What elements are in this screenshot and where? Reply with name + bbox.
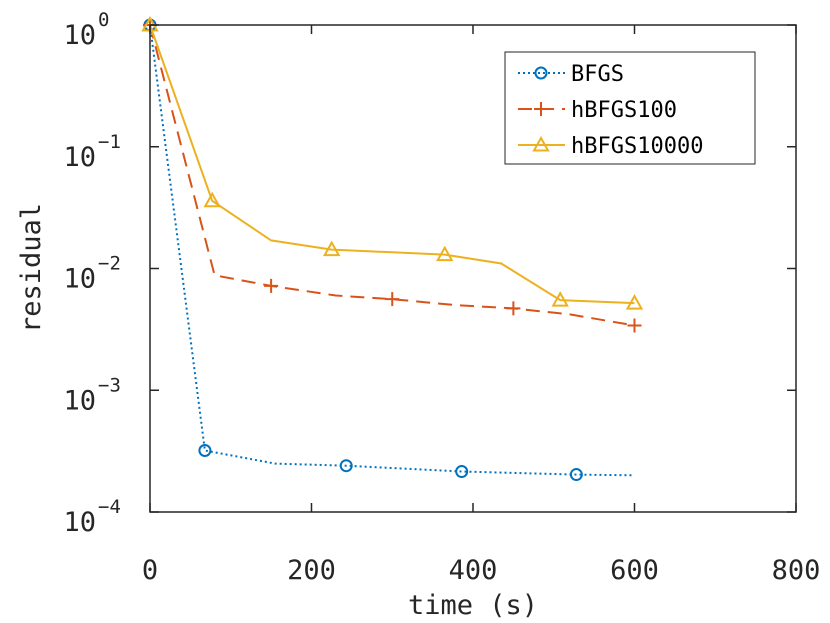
data-point-hBFGS10000-1 — [203, 191, 221, 208]
legend-label-BFGS: BFGS — [571, 62, 624, 87]
data-point-BFGS-3 — [455, 465, 469, 479]
legend: BFGS hBFGS100 hBFGS10000 — [504, 51, 756, 165]
data-point-hBFGS100-2 — [385, 292, 400, 307]
data-point-hBFGS10000-3 — [436, 245, 454, 262]
y-tick-exponent-0: 0 — [98, 9, 109, 31]
y-tick-exponent-1: −1 — [98, 131, 121, 153]
data-point-BFGS-2 — [339, 459, 353, 473]
data-point-hBFGS10000-5 — [625, 294, 644, 310]
x-tick-label-200: 200 — [287, 555, 336, 586]
legend-item-hBFGS10000: hBFGS10000 — [518, 134, 703, 159]
y-tick-label-2: 10 — [63, 264, 96, 295]
x-tick-label-0: 0 — [142, 555, 158, 586]
y-tick-exponent-3: −3 — [98, 374, 121, 396]
legend-marker-hBFGS10000 — [532, 135, 550, 152]
x-tick-label-400: 400 — [449, 555, 498, 586]
y-tick-label-3: 10 — [63, 385, 96, 416]
data-point-BFGS-1 — [198, 443, 212, 457]
legend-item-BFGS: BFGS — [518, 62, 624, 87]
data-point-hBFGS100-3 — [506, 301, 521, 316]
x-tick-label-800: 800 — [772, 555, 821, 586]
series-hBFGS10000 — [141, 15, 644, 310]
legend-marker-hBFGS100 — [534, 102, 548, 116]
y-tick-label-0: 10 — [63, 20, 96, 51]
data-point-hBFGS100-1 — [264, 278, 279, 293]
legend-label-hBFGS100: hBFGS100 — [571, 98, 677, 123]
series-line-BFGS — [149, 24, 635, 477]
series-line-hBFGS10000 — [149, 24, 635, 305]
x-axis-label: time (s) — [408, 590, 538, 621]
y-tick-label-4: 10 — [63, 507, 96, 538]
data-point-hBFGS10000-2 — [322, 240, 341, 257]
y-axis-label: residual — [16, 203, 47, 333]
data-point-hBFGS100-4 — [627, 318, 642, 333]
y-tick-label-1: 10 — [63, 142, 96, 173]
data-point-BFGS-4 — [569, 468, 583, 482]
legend-item-hBFGS100: hBFGS100 — [518, 98, 677, 123]
data-point-hBFGS10000-4 — [551, 291, 569, 307]
x-tick-label-600: 600 — [610, 555, 659, 586]
y-tick-exponent-2: −2 — [98, 253, 121, 275]
legend-marker-BFGS — [534, 66, 548, 80]
y-tick-exponent-4: −4 — [98, 496, 121, 518]
series-line-hBFGS100 — [149, 24, 635, 327]
legend-label-hBFGS10000: hBFGS10000 — [571, 134, 703, 159]
